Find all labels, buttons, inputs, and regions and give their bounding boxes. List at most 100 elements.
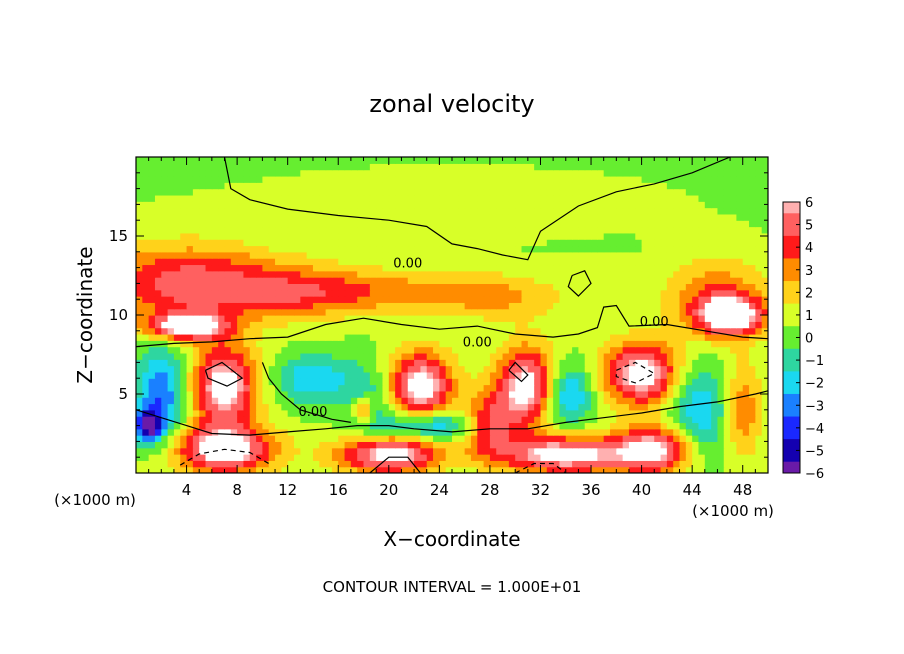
heatmap-cell [243, 270, 251, 278]
heatmap-cell [300, 428, 308, 436]
heatmap-cell [426, 207, 434, 215]
heatmap-cell [142, 201, 150, 209]
heatmap-cell [294, 283, 301, 291]
heatmap-cell [439, 371, 447, 379]
heatmap-cell [641, 390, 649, 398]
heatmap-cell [294, 201, 301, 209]
heatmap-cell [439, 466, 447, 473]
heatmap-cell [742, 289, 750, 297]
heatmap-cell [262, 289, 270, 297]
heatmap-cell [622, 232, 630, 240]
heatmap-cell [755, 333, 763, 341]
heatmap-cell [666, 315, 674, 322]
heatmap-cell [401, 270, 409, 278]
heatmap-cell [622, 163, 630, 171]
heatmap-cell [540, 169, 548, 177]
heatmap-cell [319, 169, 327, 177]
heatmap-cell [142, 226, 150, 234]
heatmap-cell [414, 213, 421, 221]
heatmap-cell [382, 397, 390, 405]
heatmap-cell [534, 226, 542, 234]
heatmap-cell [369, 302, 377, 310]
heatmap-cell [230, 454, 238, 461]
heatmap-cell [761, 397, 768, 405]
heatmap-cell [452, 315, 459, 322]
heatmap-cell [350, 466, 358, 473]
heatmap-cell [610, 245, 617, 253]
heatmap-cell [230, 466, 238, 473]
heatmap-cell [666, 194, 674, 202]
heatmap-cell [287, 352, 295, 360]
heatmap-cell [388, 441, 396, 449]
heatmap-cell [641, 194, 649, 202]
heatmap-cell [603, 308, 611, 316]
heatmap-cell [527, 277, 535, 284]
heatmap-cell [407, 245, 415, 253]
heatmap-cell [578, 270, 586, 278]
heatmap-cell [211, 283, 219, 291]
heatmap-cell [154, 340, 162, 348]
heatmap-cell [154, 175, 162, 183]
heatmap-cell [357, 378, 365, 386]
heatmap-cell [319, 245, 327, 253]
heatmap-cell [692, 182, 700, 190]
heatmap-cell [559, 163, 567, 171]
heatmap-cell [148, 403, 156, 411]
heatmap-cell [249, 188, 257, 196]
heatmap-cell [325, 447, 333, 455]
heatmap-cell [546, 340, 554, 348]
heatmap-cell [496, 409, 504, 417]
heatmap-cell [243, 403, 251, 411]
heatmap-cell [546, 163, 554, 171]
heatmap-cell [325, 409, 333, 417]
heatmap-cell [167, 239, 175, 247]
heatmap-cell [306, 296, 314, 303]
heatmap-cell [294, 435, 301, 442]
heatmap-cell [736, 460, 744, 468]
heatmap-cell [610, 416, 617, 424]
heatmap-cell [685, 346, 693, 354]
heatmap-cell [331, 175, 339, 183]
heatmap-cell [755, 175, 763, 183]
heatmap-cell [161, 277, 169, 284]
heatmap-cell [521, 277, 529, 284]
heatmap-cell [344, 422, 352, 430]
heatmap-cell [275, 194, 282, 202]
heatmap-cell [502, 416, 510, 424]
heatmap-cell [464, 175, 472, 183]
heatmap-cell [395, 403, 403, 411]
heatmap-cell [369, 283, 377, 291]
heatmap-cell [502, 422, 510, 430]
heatmap-cell [641, 340, 649, 348]
heatmap-cell [704, 409, 712, 417]
heatmap-cell [173, 220, 181, 228]
heatmap-cell [654, 289, 662, 297]
heatmap-cell [521, 169, 529, 177]
heatmap-cell [426, 175, 434, 183]
heatmap-cell [439, 289, 447, 297]
heatmap-cell [489, 384, 497, 392]
heatmap-cell [565, 302, 573, 310]
heatmap-cell [142, 182, 150, 190]
heatmap-cell [192, 239, 200, 247]
heatmap-cell [167, 283, 175, 291]
heatmap-cell [414, 340, 421, 348]
heatmap-cell [275, 182, 282, 190]
heatmap-cell [382, 213, 390, 221]
heatmap-cell [603, 441, 611, 449]
heatmap-cell [268, 327, 276, 335]
heatmap-cell [306, 435, 314, 442]
heatmap-cell [654, 283, 662, 291]
heatmap-cell [243, 352, 251, 360]
heatmap-cell [445, 390, 453, 398]
heatmap-cell [136, 213, 143, 221]
heatmap-cell [515, 346, 523, 354]
heatmap-cell [306, 346, 314, 354]
heatmap-cell [350, 435, 358, 442]
heatmap-cell [515, 333, 523, 341]
heatmap-cell [502, 169, 510, 177]
heatmap-cell [723, 384, 731, 392]
heatmap-cell [161, 422, 169, 430]
heatmap-cell [224, 460, 232, 468]
heatmap-cell [218, 315, 226, 322]
